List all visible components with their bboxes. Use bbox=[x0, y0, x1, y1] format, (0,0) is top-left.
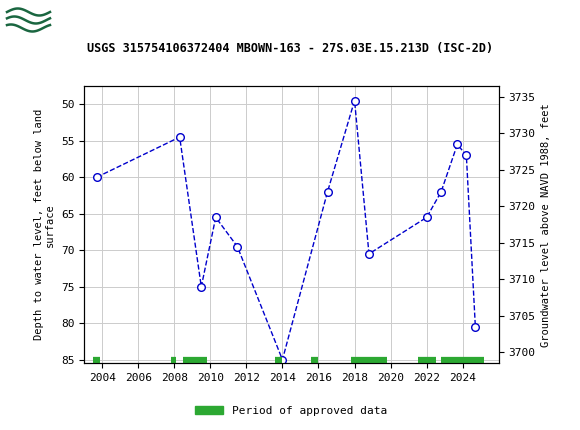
Y-axis label: Depth to water level, feet below land
surface: Depth to water level, feet below land su… bbox=[34, 109, 55, 340]
Bar bbox=[5, 4, 52, 36]
Text: USGS: USGS bbox=[57, 10, 125, 30]
Legend: Period of approved data: Period of approved data bbox=[191, 401, 392, 420]
Text: USGS 315754106372404 MBOWN-163 - 27S.03E.15.213D (ISC-2D): USGS 315754106372404 MBOWN-163 - 27S.03E… bbox=[87, 42, 493, 55]
Y-axis label: Groundwater level above NAVD 1988, feet: Groundwater level above NAVD 1988, feet bbox=[541, 103, 551, 347]
